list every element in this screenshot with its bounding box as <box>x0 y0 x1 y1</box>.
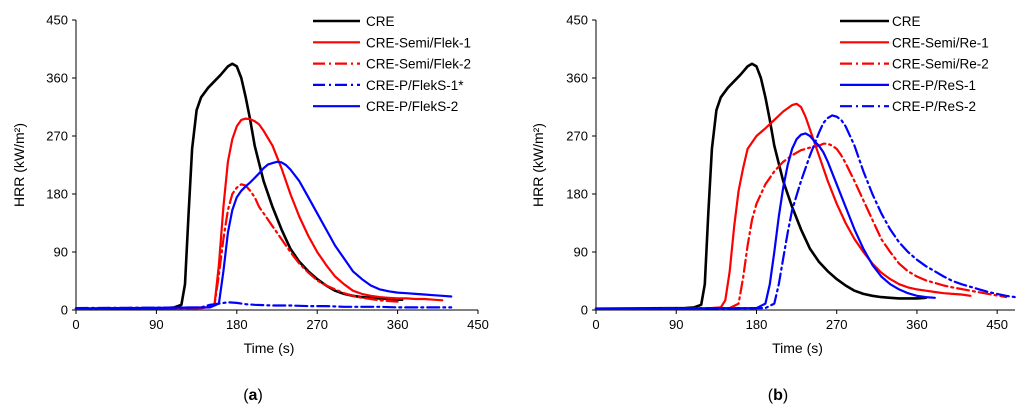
legend-entry-label: CRE-Semi/Flek-1 <box>366 35 471 50</box>
legend: CRE CRE-Semi/Flek-1 CRE-Semi/Flek-2 CRE-P/F… <box>313 14 471 114</box>
legend-entry-label: CRE-P/FlekS-1* <box>366 78 464 93</box>
legend-entry-label: CRE <box>366 14 395 29</box>
y-tick-label: 450 <box>566 13 588 28</box>
x-tick-label: 450 <box>986 317 1008 332</box>
legend-entry-label: CRE-Semi/Re-2 <box>892 57 989 72</box>
series-line-2 <box>594 102 972 310</box>
series-line-3 <box>74 183 399 310</box>
chart-panel-b: 0 90 180 270 360 450 0 90 180 270 360 450 Time (s) HR… <box>530 13 1017 404</box>
series-line-5 <box>594 114 1017 310</box>
x-axis-label: Time (s) <box>772 340 823 356</box>
y-tick-label: 270 <box>566 129 588 144</box>
x-tick-label: 90 <box>669 317 683 332</box>
series-line-2 <box>74 117 444 310</box>
x-tick-label: 450 <box>467 317 489 332</box>
x-tick-label: 90 <box>149 317 163 332</box>
x-tick-label: 0 <box>592 317 599 332</box>
x-tick-label: 270 <box>826 317 848 332</box>
x-axis-label: Time (s) <box>244 340 295 356</box>
legend: CRE CRE-Semi/Re-1 CRE-Semi/Re-2 CRE-P/ReS-1… <box>840 14 989 114</box>
y-tick-label: 90 <box>574 245 588 260</box>
y-tick-label: 450 <box>46 13 68 28</box>
chart-panel-a: 0 90 180 270 360 450 0 90 180 270 360 450 Time (s) HR… <box>11 13 489 405</box>
panel-label-letter: a <box>249 387 258 404</box>
legend-entry-label: CRE-Semi/Flek-2 <box>366 57 471 72</box>
y-tick-label: 270 <box>46 129 68 144</box>
series-line-5 <box>74 160 453 310</box>
x-tick-label: 270 <box>306 317 328 332</box>
series-line-1 <box>594 62 928 311</box>
x-tick-label: 360 <box>906 317 928 332</box>
panel-label: (b) <box>768 387 788 404</box>
y-tick-label: 360 <box>46 71 68 86</box>
x-tick-label: 0 <box>72 317 79 332</box>
legend-entry-label: CRE <box>892 14 921 29</box>
x-tick-label: 180 <box>746 317 768 332</box>
series-line-3 <box>594 142 1008 310</box>
legend-entry-label: CRE-P/FlekS-2 <box>366 99 458 114</box>
y-tick-label: 90 <box>54 245 68 260</box>
y-axis-label: HRR (kW/m²) <box>11 123 27 207</box>
legend-entry-label: CRE-Semi/Re-1 <box>892 35 989 50</box>
legend-entry-label: CRE-P/ReS-1 <box>892 78 976 93</box>
panel-label-letter: b <box>773 387 783 404</box>
series-line-4 <box>594 132 936 310</box>
y-tick-label: 0 <box>581 303 588 318</box>
panel-label: (a) <box>243 387 263 404</box>
x-tick-label: 360 <box>387 317 409 332</box>
legend-entry-label: CRE-P/ReS-2 <box>892 99 976 114</box>
y-tick-label: 180 <box>566 187 588 202</box>
y-tick-label: 360 <box>566 71 588 86</box>
y-tick-label: 0 <box>61 303 68 318</box>
y-tick-label: 180 <box>46 187 68 202</box>
y-axis-label: HRR (kW/m²) <box>530 123 546 207</box>
x-tick-label: 180 <box>226 317 248 332</box>
